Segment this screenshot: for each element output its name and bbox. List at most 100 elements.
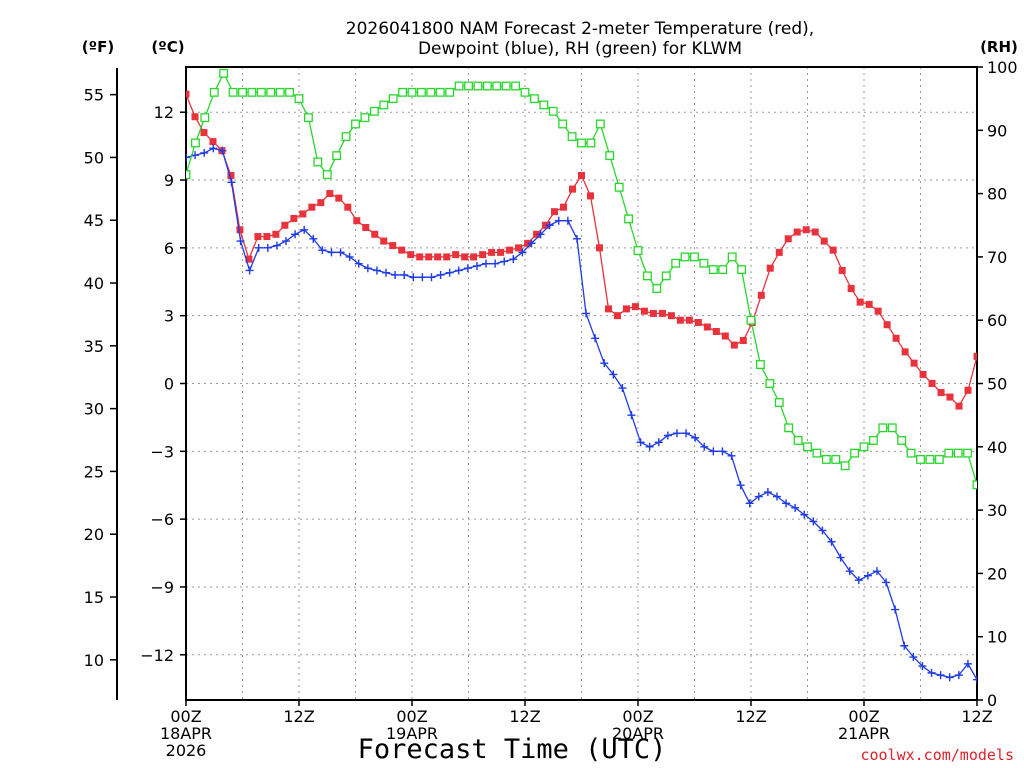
dewpoint-point xyxy=(836,553,845,562)
temperature-point xyxy=(685,316,693,324)
dewpoint-point xyxy=(245,266,254,275)
rh-point xyxy=(351,119,360,129)
temperature-point xyxy=(281,221,289,229)
rh-point xyxy=(454,81,464,91)
temperature-point xyxy=(838,266,846,274)
celsius-tick-label: −3 xyxy=(150,442,174,461)
temperature-point xyxy=(874,307,882,315)
rh-point xyxy=(916,455,925,464)
temperature-point xyxy=(317,199,325,207)
rh-point xyxy=(699,258,709,268)
dewpoint-point xyxy=(818,526,827,535)
rh-tick-label: 50 xyxy=(987,375,1007,394)
temperature-point xyxy=(479,251,487,259)
rh-point xyxy=(313,157,323,167)
rh-tick-label: 100 xyxy=(987,58,1018,77)
rh-point xyxy=(511,81,521,91)
rh-point xyxy=(690,252,699,262)
x-tick-label: 19APR xyxy=(386,724,438,743)
dewpoint-point xyxy=(282,237,291,246)
temperature-point xyxy=(299,210,307,218)
rh-point xyxy=(539,100,549,110)
temperature-point xyxy=(712,328,720,336)
celsius-tick-label: 0 xyxy=(164,375,174,394)
rh-point xyxy=(671,258,681,268)
dewpoint-line xyxy=(186,147,977,681)
rh-point xyxy=(793,436,803,445)
x-tick-label: 21APR xyxy=(838,724,890,743)
dewpoint-point xyxy=(791,503,800,512)
temperature-point xyxy=(775,248,783,256)
temperature-point xyxy=(901,348,909,356)
rh-point xyxy=(812,448,822,458)
temperature-point xyxy=(604,305,612,313)
rh-point xyxy=(577,138,586,148)
dewpoint-point xyxy=(445,268,454,277)
temperature-point xyxy=(784,235,792,243)
dewpoint-point xyxy=(882,578,891,587)
rh-point xyxy=(737,265,747,275)
fahrenheit-tick-label: 35 xyxy=(84,337,104,356)
rh-point xyxy=(501,81,511,91)
rh-point xyxy=(275,87,285,97)
dewpoint-point xyxy=(663,431,672,440)
x-tick-label: 12Z xyxy=(283,707,314,726)
dewpoint-point xyxy=(200,148,209,157)
rh-point xyxy=(840,461,850,471)
dewpoint-point xyxy=(336,248,345,257)
celsius-tick-label: 3 xyxy=(164,307,174,326)
dewpoint-point xyxy=(463,264,472,273)
temperature-point xyxy=(676,316,684,324)
dewpoint-point xyxy=(236,237,245,246)
rh-point xyxy=(708,265,718,275)
rh-point xyxy=(614,182,624,192)
dewpoint-point xyxy=(691,433,700,442)
dewpoint-point xyxy=(754,492,763,501)
rh-point xyxy=(784,423,794,433)
dewpoint-point xyxy=(627,411,636,420)
dewpoint-point xyxy=(727,451,736,460)
rh-tick-label: 10 xyxy=(987,628,1007,647)
temperature-point xyxy=(658,309,666,317)
dewpoint-point xyxy=(572,234,581,243)
fahrenheit-tick-label: 30 xyxy=(84,400,104,419)
temperature-point xyxy=(434,253,442,261)
temperature-point xyxy=(542,221,550,229)
rh-tick-label: 70 xyxy=(987,248,1007,267)
temperature-point xyxy=(964,386,972,394)
rh-point xyxy=(897,436,907,445)
dewpoint-point xyxy=(600,359,609,368)
fahrenheit-unit-label: (ºF) xyxy=(82,38,114,56)
chart-subtitle: Dewpoint (blue), RH (green) for KLWM xyxy=(418,39,742,59)
rh-point xyxy=(285,87,295,97)
celsius-tick-label: −12 xyxy=(140,646,174,665)
temperature-point xyxy=(515,244,523,252)
dewpoint-point xyxy=(909,653,918,662)
dewpoint-point xyxy=(527,239,536,248)
celsius-tick-label: −6 xyxy=(150,510,174,529)
rh-point xyxy=(567,132,577,142)
dewpoint-point xyxy=(436,270,445,279)
dewpoint-point xyxy=(563,216,572,225)
rh-series xyxy=(186,68,977,490)
rh-point xyxy=(558,119,568,129)
temperature-point xyxy=(757,291,765,299)
temperature-point xyxy=(703,323,711,331)
rh-point xyxy=(388,94,398,104)
dewpoint-point xyxy=(400,270,409,279)
temperature-point xyxy=(416,253,424,261)
dewpoint-point xyxy=(418,273,427,282)
temperature-point xyxy=(191,113,199,121)
rh-point xyxy=(247,87,257,97)
dewpoint-point xyxy=(545,221,554,230)
rh-point xyxy=(934,455,944,464)
dewpoint-point xyxy=(800,510,809,519)
dewpoint-point xyxy=(509,255,518,264)
rh-point xyxy=(944,448,954,458)
temperature-point xyxy=(730,341,738,349)
rh-point xyxy=(548,106,558,116)
temperature-point xyxy=(946,393,954,401)
temperature-point xyxy=(443,253,451,261)
celsius-tick-label: 9 xyxy=(164,171,174,190)
rh-point xyxy=(624,214,634,224)
